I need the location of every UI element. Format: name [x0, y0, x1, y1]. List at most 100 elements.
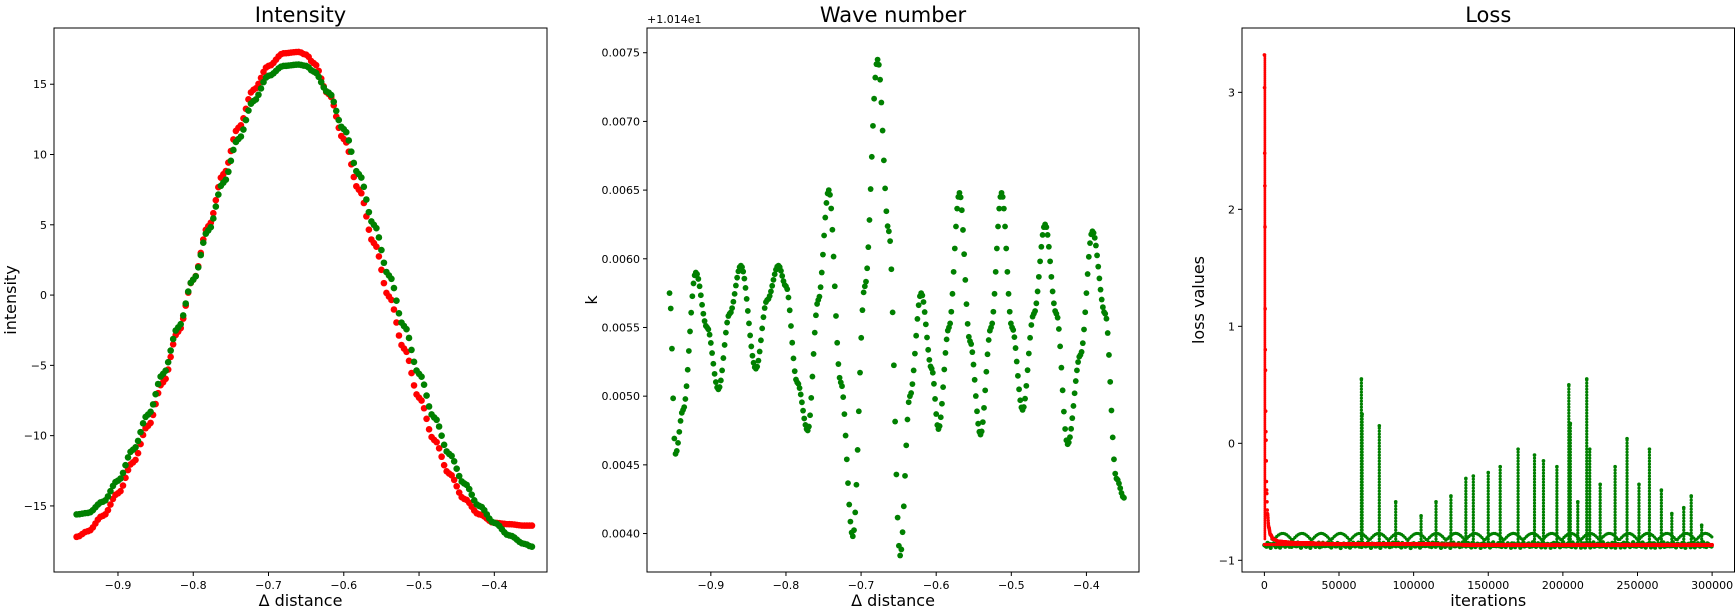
- data-point: [1541, 462, 1546, 466]
- data-point: [1341, 542, 1345, 547]
- data-point: [1659, 531, 1663, 535]
- data-point: [1377, 465, 1381, 469]
- data-point: [1625, 465, 1629, 469]
- data-point: [1107, 378, 1114, 385]
- data-point: [403, 348, 410, 356]
- data-point: [1500, 542, 1504, 547]
- data-point: [1625, 528, 1629, 532]
- data-point: [1486, 510, 1490, 514]
- data-point: [884, 223, 891, 230]
- data-point: [1116, 480, 1122, 487]
- x-tick-label: 300000: [1691, 579, 1733, 592]
- data-point: [784, 286, 791, 293]
- data-point: [996, 205, 1003, 212]
- data-point: [435, 444, 443, 452]
- data-point: [104, 493, 112, 500]
- data-point: [1394, 537, 1398, 541]
- data-point: [1471, 474, 1476, 478]
- data-point: [1449, 507, 1453, 511]
- data-point: [1659, 516, 1663, 520]
- data-point: [1625, 495, 1629, 499]
- data-point: [839, 383, 845, 390]
- data-point: [1000, 205, 1007, 212]
- data-point: [1541, 504, 1546, 508]
- data-point: [1356, 542, 1361, 547]
- data-point: [1613, 540, 1617, 544]
- data-point: [1576, 528, 1580, 532]
- data-point: [1689, 507, 1693, 511]
- x-tick-label: −0.7: [255, 579, 282, 592]
- data-point: [806, 423, 812, 430]
- data-point: [1011, 334, 1018, 341]
- x-tick-label: 0: [1261, 579, 1268, 592]
- data-point: [1360, 525, 1364, 529]
- data-point: [861, 283, 868, 290]
- data-point: [1044, 231, 1051, 238]
- data-point: [1576, 516, 1580, 520]
- data-point: [687, 328, 693, 335]
- data-point: [1488, 542, 1493, 547]
- data-point: [117, 475, 124, 482]
- data-point: [1585, 435, 1589, 439]
- data-point: [1700, 540, 1704, 544]
- data-point: [1647, 471, 1652, 475]
- data-point: [1360, 471, 1364, 475]
- data-point: [1567, 396, 1571, 400]
- data-point: [1532, 534, 1537, 538]
- data-point: [104, 506, 112, 514]
- data-point: [851, 527, 857, 534]
- data-point: [1054, 314, 1061, 321]
- data-point: [1377, 528, 1381, 532]
- y-tick-label: 0.0050: [602, 390, 641, 403]
- y-axis-label: loss values: [1189, 256, 1208, 344]
- data-point: [1568, 489, 1572, 493]
- data-point: [1568, 432, 1572, 436]
- data-point: [816, 293, 823, 300]
- data-point: [992, 268, 999, 275]
- data-point: [1449, 537, 1453, 541]
- y-tick-label: 15: [33, 78, 47, 91]
- data-point: [1419, 519, 1423, 523]
- data-point: [989, 320, 996, 327]
- data-point: [1588, 537, 1592, 541]
- data-point: [1613, 495, 1617, 499]
- data-point: [1486, 504, 1490, 508]
- data-point: [1588, 525, 1592, 529]
- data-point: [1568, 510, 1572, 514]
- x-tick-label: −0.9: [697, 579, 724, 592]
- data-point: [1509, 542, 1513, 547]
- data-point: [410, 358, 418, 366]
- data-point: [1588, 492, 1592, 496]
- data-point: [741, 275, 748, 282]
- data-point: [1359, 402, 1363, 406]
- data-point: [1625, 519, 1629, 523]
- data-point: [1266, 516, 1270, 520]
- x-tick-label: −0.6: [923, 579, 950, 592]
- x-tick-label: −0.8: [180, 579, 207, 592]
- data-point: [1588, 480, 1592, 484]
- data-point: [1406, 542, 1410, 547]
- data-point: [1568, 480, 1572, 484]
- data-point: [1585, 399, 1589, 403]
- data-point: [1541, 483, 1546, 487]
- data-point: [1419, 522, 1423, 526]
- data-point: [1394, 522, 1398, 526]
- data-point: [902, 472, 908, 479]
- data-point: [1568, 513, 1572, 517]
- data-point: [438, 453, 445, 461]
- data-point: [827, 191, 833, 198]
- data-point: [378, 266, 385, 274]
- data-point: [1568, 504, 1572, 508]
- data-point: [1585, 540, 1589, 544]
- data-point: [1588, 486, 1592, 490]
- data-point: [197, 251, 205, 259]
- data-point: [1377, 519, 1381, 523]
- data-point: [1394, 525, 1398, 529]
- data-point: [1280, 542, 1284, 547]
- data-point: [1682, 519, 1686, 523]
- data-point: [375, 234, 383, 241]
- data-point: [1352, 542, 1356, 547]
- data-point: [1585, 450, 1589, 454]
- data-point: [1516, 498, 1520, 502]
